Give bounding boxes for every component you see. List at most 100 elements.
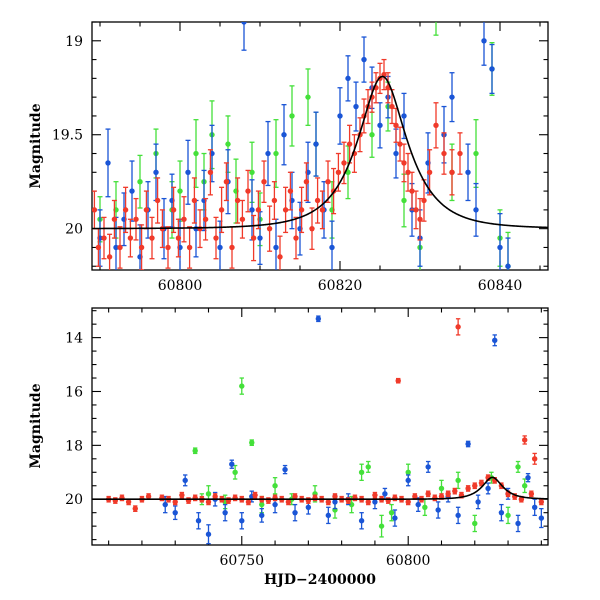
data-marker xyxy=(346,141,353,147)
data-marker xyxy=(473,207,479,213)
data-marker xyxy=(365,464,371,470)
data-marker xyxy=(172,499,178,505)
bottom-axis-ticks: 60750 60800 14 16 18 20 xyxy=(65,308,548,569)
bottom-red-point xyxy=(465,485,471,492)
bottom-green-point xyxy=(365,460,371,473)
data-marker xyxy=(143,207,150,213)
bottom-red-point xyxy=(528,490,535,498)
data-marker xyxy=(325,178,331,185)
data-marker xyxy=(133,216,139,222)
bottom-red-point xyxy=(245,498,252,506)
data-marker xyxy=(401,113,407,119)
data-marker xyxy=(485,485,491,492)
data-marker xyxy=(405,477,411,484)
data-marker xyxy=(277,254,283,260)
bottom-green-point xyxy=(272,477,278,495)
top-green-point xyxy=(401,173,407,228)
top-x-tick-label: 60840 xyxy=(478,278,523,294)
data-marker xyxy=(472,520,478,527)
data-marker xyxy=(492,337,498,344)
data-marker xyxy=(266,225,273,232)
bottom-red-point xyxy=(455,318,461,336)
data-marker xyxy=(515,520,521,527)
top-x-tick-label: 60820 xyxy=(318,278,363,294)
data-marker xyxy=(505,512,511,519)
top-red-point xyxy=(409,171,415,211)
data-marker xyxy=(217,244,223,251)
top-blue-point xyxy=(105,128,111,198)
data-marker xyxy=(313,141,319,147)
top-blue-point xyxy=(265,120,271,187)
top-red-point xyxy=(314,177,321,224)
data-marker xyxy=(175,235,182,241)
data-marker xyxy=(241,22,247,25)
top-blue-point xyxy=(337,87,343,145)
top-blue-point xyxy=(425,132,431,194)
bottom-red-point xyxy=(132,505,138,512)
data-marker xyxy=(222,509,228,516)
data-marker xyxy=(186,244,193,251)
data-marker xyxy=(170,207,177,213)
top-red-point xyxy=(127,218,134,258)
top-blue-point xyxy=(473,182,479,237)
bottom-red-point xyxy=(125,498,132,506)
bottom-green-point xyxy=(358,463,365,482)
data-marker xyxy=(522,483,528,489)
data-marker xyxy=(358,518,365,524)
data-marker xyxy=(265,150,271,157)
data-marker xyxy=(432,495,438,501)
data-marker xyxy=(531,456,538,462)
bottom-blue-point xyxy=(435,501,441,519)
data-marker xyxy=(101,235,107,241)
data-marker xyxy=(185,169,191,176)
data-marker xyxy=(455,477,461,484)
data-marker xyxy=(341,160,347,166)
bottom-blue-point xyxy=(538,507,545,529)
data-marker xyxy=(415,501,421,508)
data-marker xyxy=(358,469,365,475)
data-marker xyxy=(433,10,438,15)
data-marker xyxy=(438,485,445,492)
data-marker xyxy=(475,499,481,505)
top-blue-point xyxy=(345,55,351,102)
data-marker xyxy=(285,499,292,505)
bottom-blue-point xyxy=(315,315,322,323)
data-marker xyxy=(412,493,418,500)
bottom-model-curve xyxy=(92,476,548,501)
top-red-point xyxy=(282,186,289,234)
data-marker xyxy=(225,141,231,147)
data-marker xyxy=(465,169,471,176)
data-marker xyxy=(138,244,145,251)
data-marker xyxy=(365,499,371,505)
data-marker xyxy=(272,501,278,508)
top-data-points xyxy=(92,10,511,270)
bottom-red-point xyxy=(259,495,265,503)
top-blue-point xyxy=(273,218,279,270)
data-marker xyxy=(405,169,411,176)
bottom-red-point xyxy=(395,377,401,384)
top-red-point xyxy=(389,88,395,125)
top-blue-point xyxy=(129,160,135,222)
data-marker xyxy=(127,235,134,241)
data-marker xyxy=(433,122,439,129)
data-marker xyxy=(154,197,161,204)
data-marker xyxy=(455,512,461,519)
bottom-blue-point xyxy=(222,503,228,522)
bottom-red-point xyxy=(145,493,152,500)
bottom-x-tick-label: 60800 xyxy=(386,553,431,569)
top-green-point xyxy=(137,154,143,209)
bottom-y-tick-label: 20 xyxy=(65,492,83,508)
data-marker xyxy=(478,480,485,486)
data-marker xyxy=(287,188,294,194)
data-marker xyxy=(422,504,428,510)
data-marker xyxy=(377,122,383,129)
top-green-point xyxy=(305,68,311,126)
data-marker xyxy=(245,188,251,194)
data-marker xyxy=(125,499,132,505)
data-marker xyxy=(202,216,209,222)
data-marker xyxy=(528,491,535,497)
bottom-blue-point xyxy=(498,503,505,522)
data-marker xyxy=(413,207,419,213)
bottom-green-point xyxy=(522,478,528,494)
data-marker xyxy=(213,235,219,241)
